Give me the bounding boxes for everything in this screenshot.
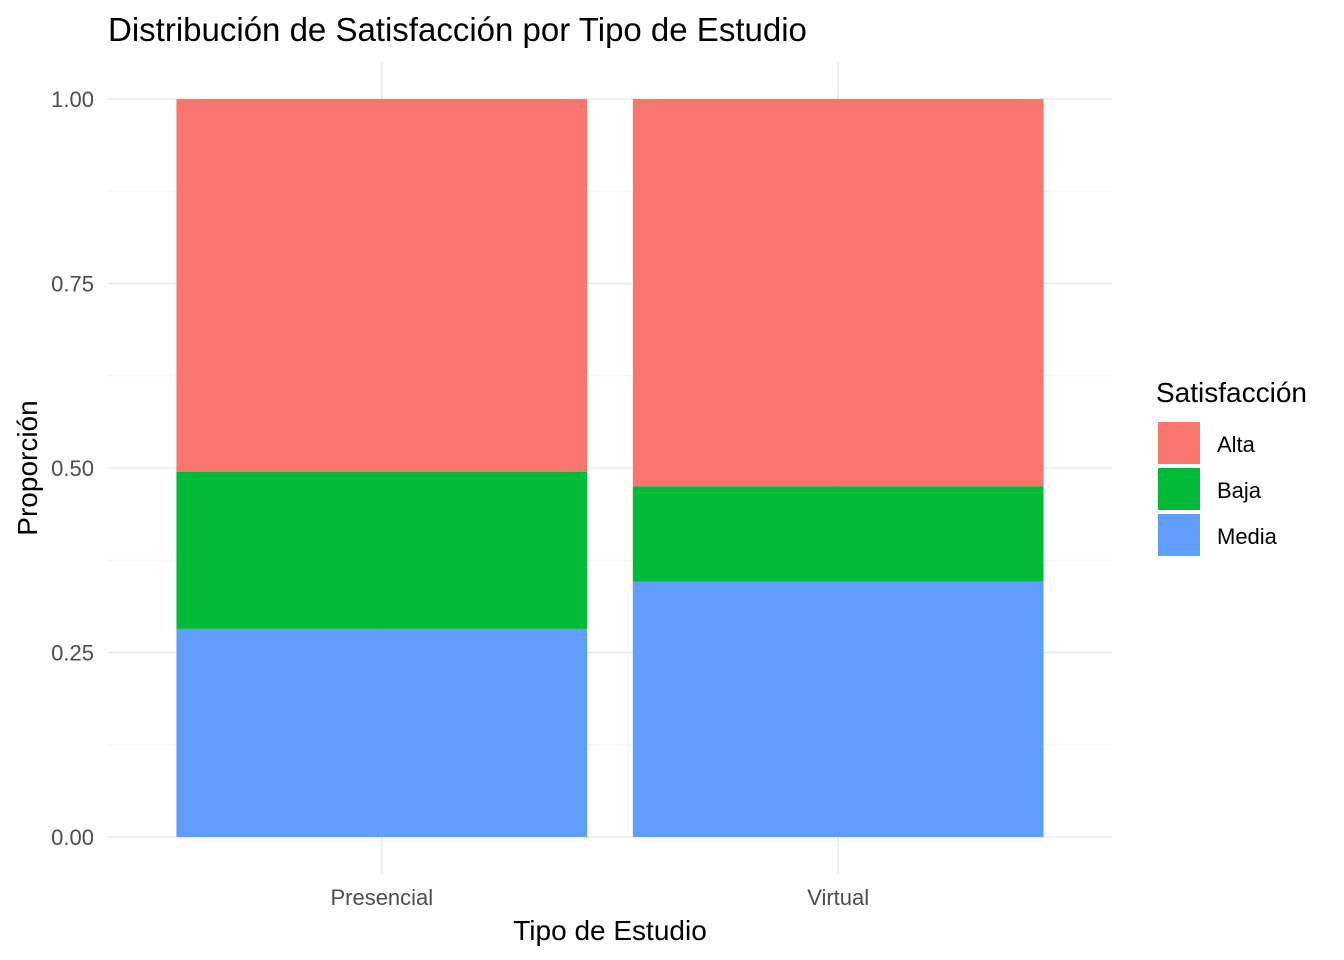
bars xyxy=(176,99,1044,837)
x-tick-label: Presencial xyxy=(330,885,433,910)
y-tick-label: 0.25 xyxy=(51,641,94,666)
legend-label-media: Media xyxy=(1217,524,1278,549)
bar-segment-presencial-media xyxy=(176,628,588,837)
y-axis-title: Proporción xyxy=(12,400,43,535)
legend-entries: Alta Baja Media xyxy=(1158,422,1278,556)
x-axis-title: Tipo de Estudio xyxy=(513,915,707,946)
bar-segment-virtual-alta xyxy=(632,99,1044,487)
bar-segment-virtual-baja xyxy=(632,486,1044,582)
bar-segment-virtual-media xyxy=(632,581,1044,837)
legend-swatch-media xyxy=(1158,514,1200,556)
legend-label-alta: Alta xyxy=(1217,432,1256,457)
chart-title: Distribución de Satisfacción por Tipo de… xyxy=(108,11,807,48)
legend-swatch-alta xyxy=(1158,422,1200,464)
y-tick-label: 0.50 xyxy=(51,456,94,481)
bar-segment-presencial-alta xyxy=(176,99,588,472)
legend-label-baja: Baja xyxy=(1217,478,1262,503)
x-tick-label: Virtual xyxy=(807,885,869,910)
y-tick-label: 0.75 xyxy=(51,272,94,297)
x-axis-ticks: Presencial Virtual xyxy=(330,885,869,910)
y-tick-label: 1.00 xyxy=(51,87,94,112)
y-axis-ticks: 0.00 0.25 0.50 0.75 1.00 xyxy=(51,87,94,850)
bar-segment-presencial-baja xyxy=(176,471,588,629)
legend: Satisfacción Alta Baja Media xyxy=(1156,377,1307,556)
legend-title: Satisfacción xyxy=(1156,377,1307,408)
y-tick-label: 0.00 xyxy=(51,825,94,850)
legend-swatch-baja xyxy=(1158,468,1200,510)
